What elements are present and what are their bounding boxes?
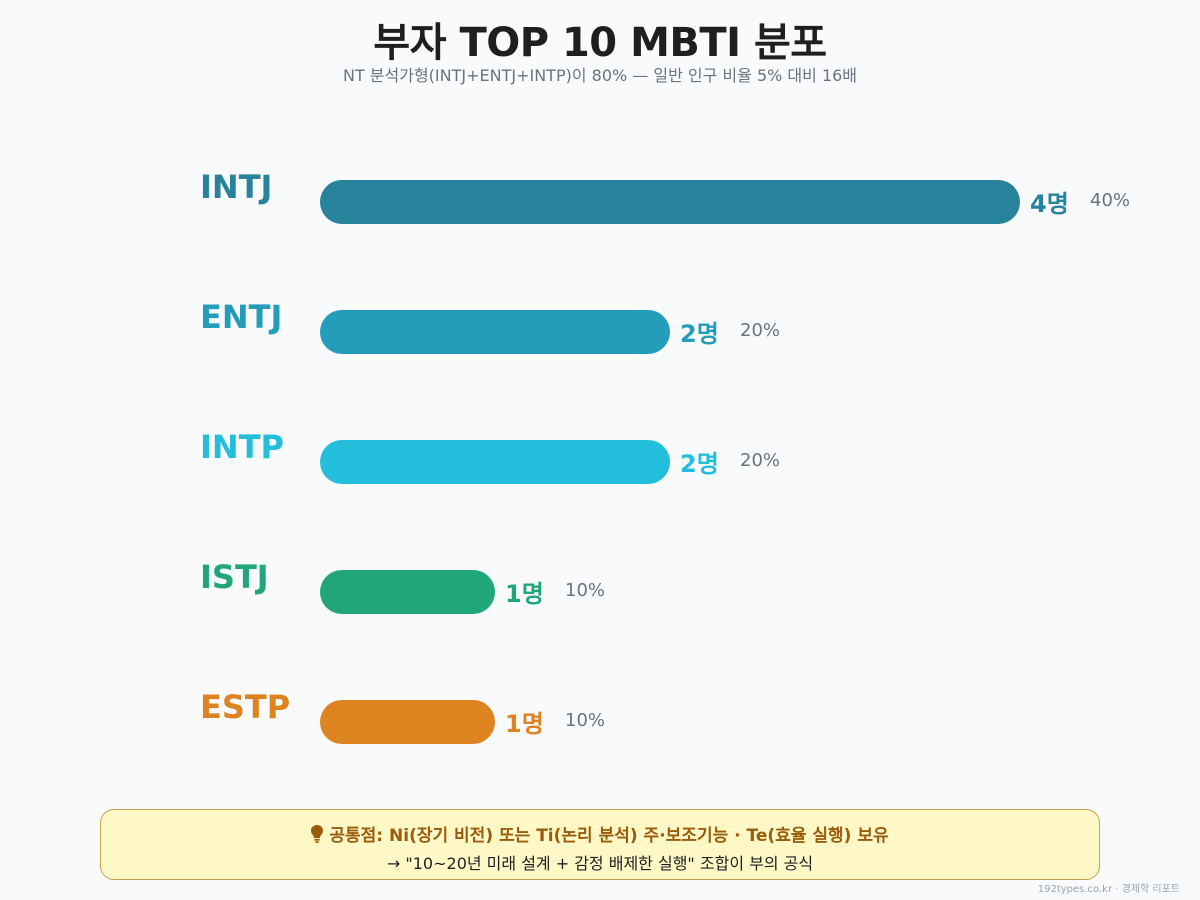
- percent-label: 20%: [740, 450, 781, 471]
- bar: [320, 440, 670, 484]
- count-label: 2명: [680, 320, 719, 348]
- count-label: 4명: [1030, 190, 1069, 218]
- percent-label: 10%: [565, 710, 606, 731]
- count-label: 1명: [505, 580, 544, 608]
- chart-title: 부자 TOP 10 MBTI 분포: [373, 20, 827, 66]
- bar-row-intp: INTP 2명 20%: [0, 428, 1200, 500]
- category-label: INTP: [200, 428, 284, 466]
- count-label: 2명: [680, 450, 719, 478]
- callout-conclusion: → "10~20년 미래 설계 + 감정 배제한 실행" 조합이 부의 공식: [386, 854, 814, 873]
- bar: [320, 570, 495, 614]
- percent-label: 10%: [565, 580, 606, 601]
- source-footer: 192types.co.kr · 경제학 리포트: [1037, 884, 1180, 895]
- bar: [320, 700, 495, 744]
- bar-row-estp: ESTP 1명 10%: [0, 688, 1200, 760]
- bar-row-intj: INTJ 4명 40%: [0, 168, 1200, 240]
- category-label: ISTJ: [200, 558, 269, 596]
- bar: [320, 180, 1020, 224]
- callout-headline: 공통점: Ni(장기 비전) 또는 Ti(논리 분석) 주·보조기능 · Te(…: [329, 826, 889, 846]
- chart-subtitle: NT 분석가형(INTJ+ENTJ+INTP)이 80% — 일반 인구 비율 …: [342, 66, 858, 85]
- category-label: ENTJ: [200, 298, 283, 336]
- bar-row-entj: ENTJ 2명 20%: [0, 298, 1200, 370]
- category-label: ESTP: [200, 688, 291, 726]
- category-label: INTJ: [200, 168, 273, 206]
- lightbulb-icon: [311, 824, 324, 843]
- insight-callout: 공통점: Ni(장기 비전) 또는 Ti(논리 분석) 주·보조기능 · Te(…: [100, 809, 1100, 880]
- bar-row-istj: ISTJ 1명 10%: [0, 558, 1200, 630]
- count-label: 1명: [505, 710, 544, 738]
- percent-label: 40%: [1090, 190, 1131, 211]
- percent-label: 20%: [740, 320, 781, 341]
- bar: [320, 310, 670, 354]
